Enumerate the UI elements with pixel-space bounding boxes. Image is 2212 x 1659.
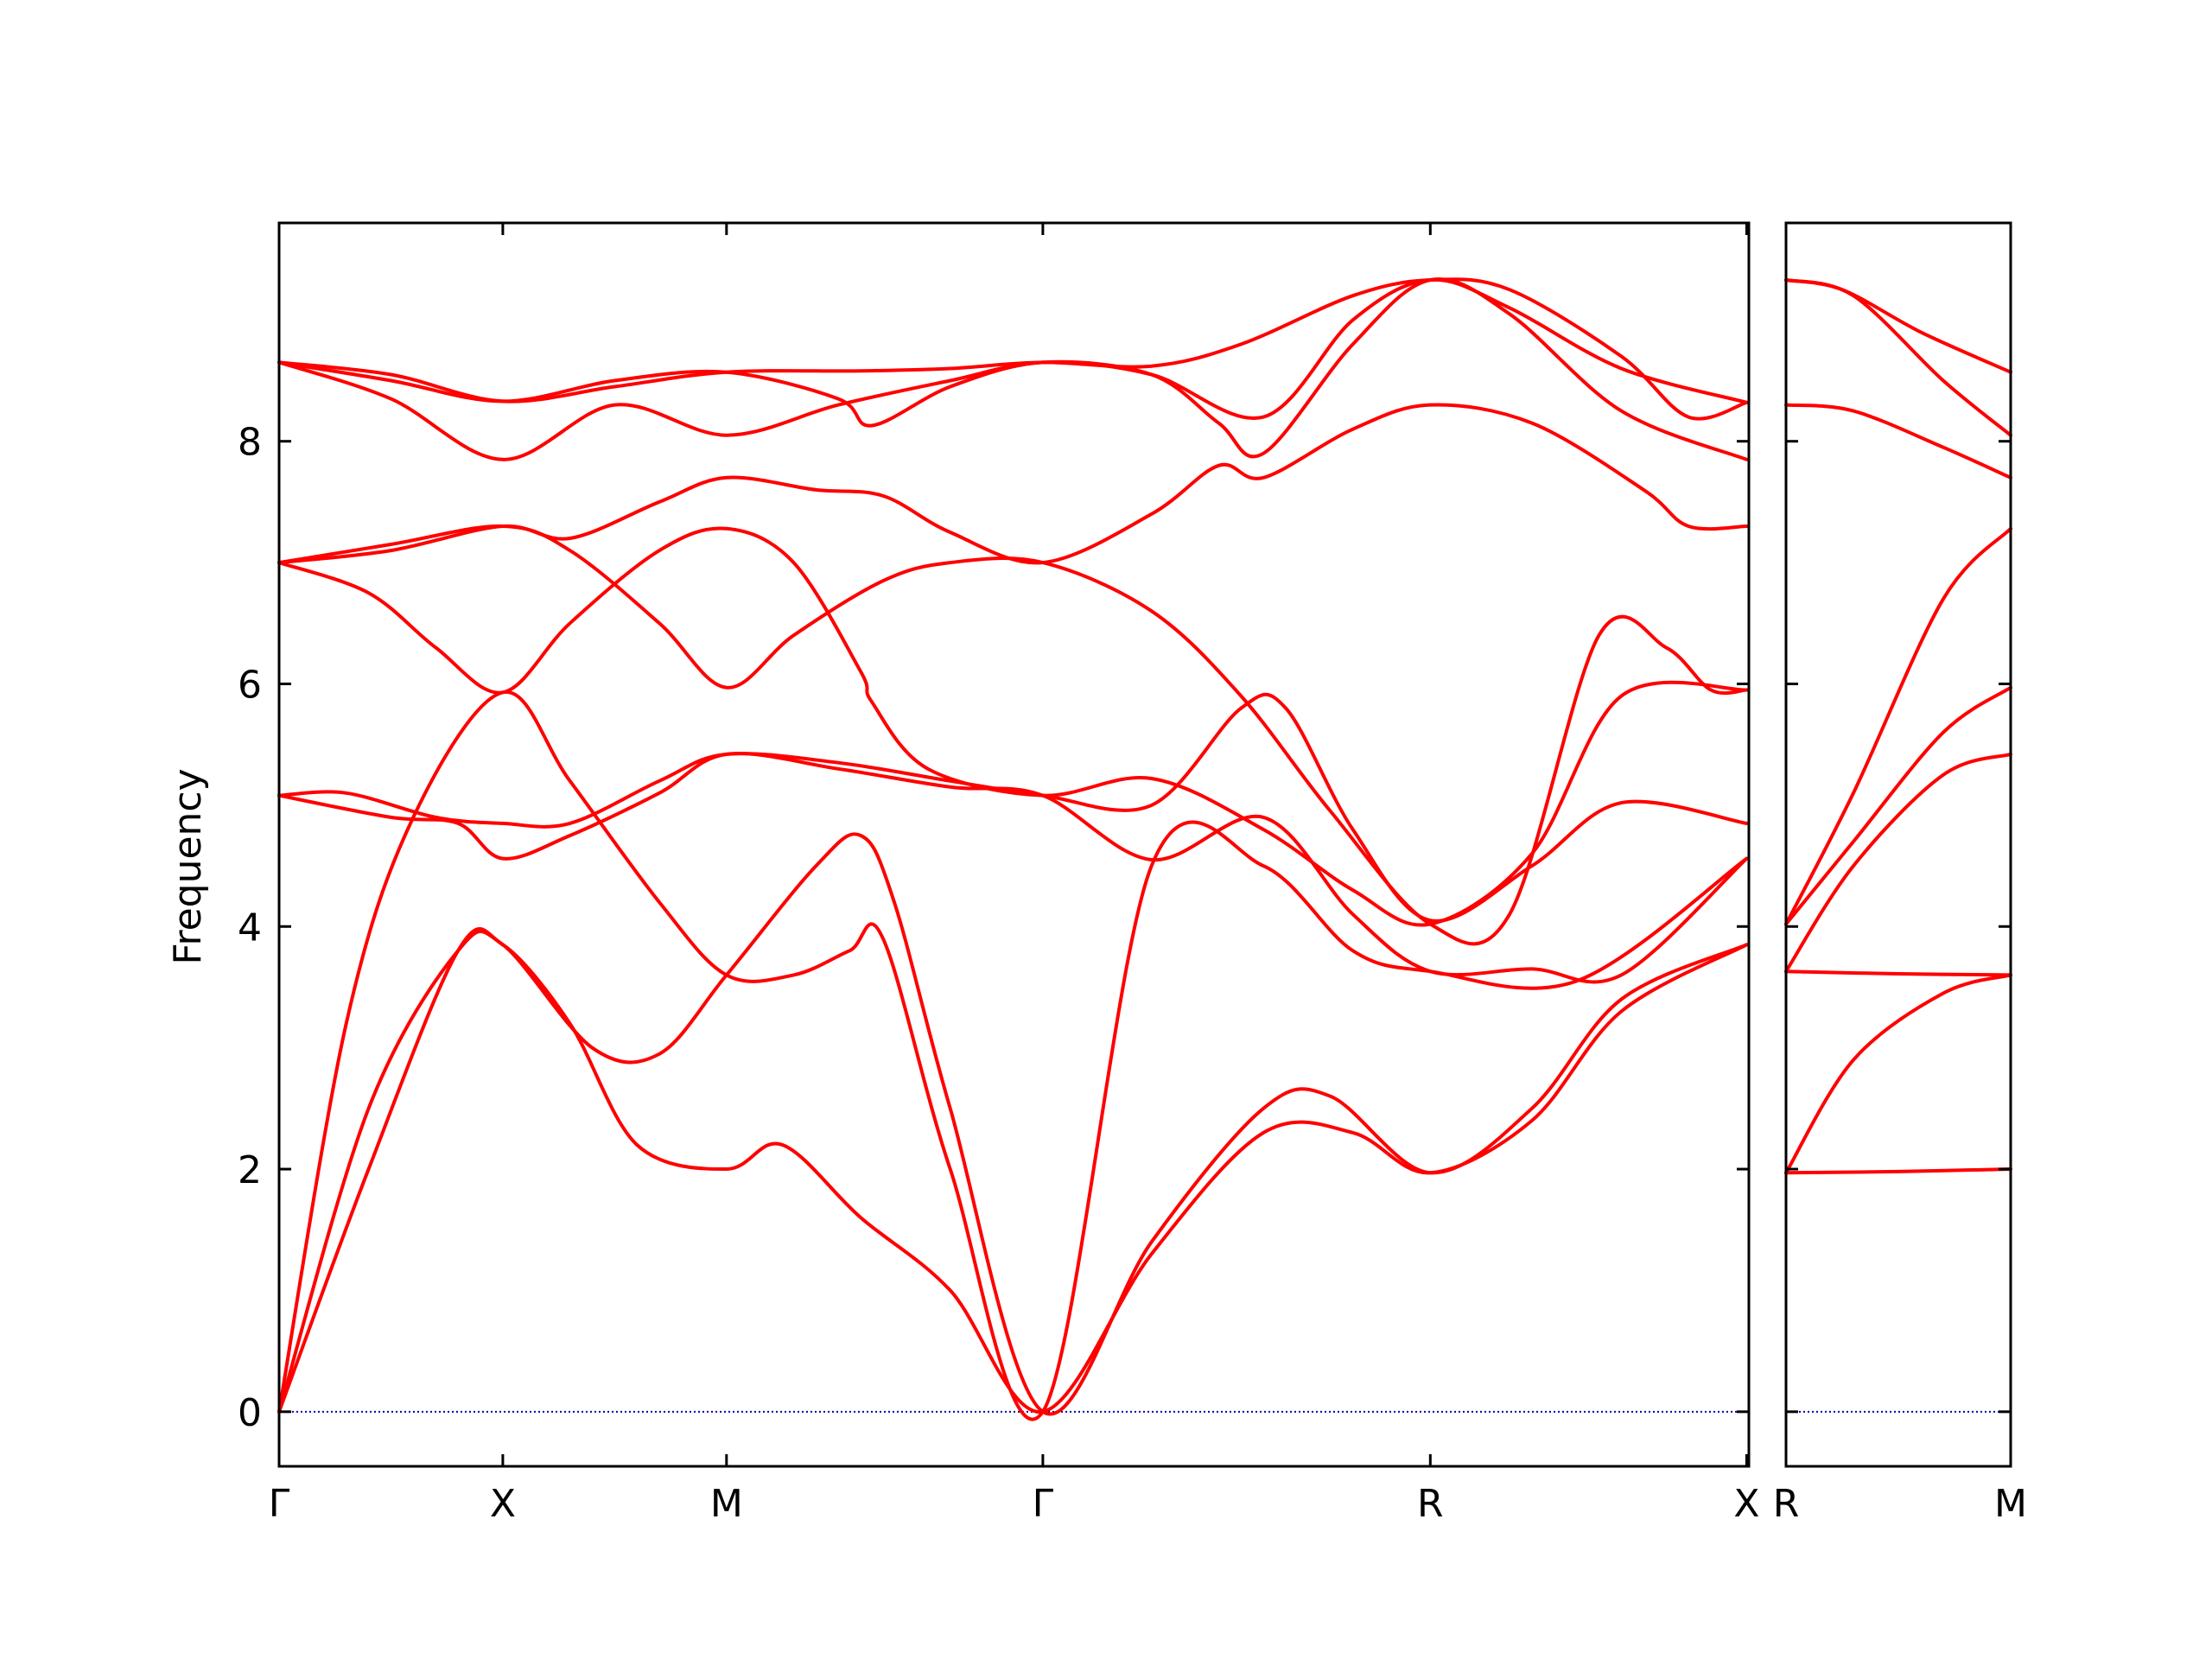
band-side-9 [1784,1167,2012,1175]
ytick-label-1: 2 [238,1148,262,1192]
band-side-4 [1784,526,2012,926]
plot-frames [277,221,2012,1468]
xtick-label-main-0: Γ [269,1482,290,1526]
band-main-5 [277,524,1749,946]
band-side-1 [1784,278,2012,374]
xtick-label-side-1: M [1994,1482,2027,1526]
band-main-2 [277,277,1749,461]
band-main-6 [277,526,1749,927]
band-lines [277,277,2012,1421]
xtick-label-main-2: M [710,1482,743,1526]
ytick-label-3: 6 [238,663,262,707]
xtick-label-side-0: R [1773,1482,1800,1526]
band-main-1 [277,277,1749,461]
axis-ticks [277,223,2012,1466]
band-main-9 [277,690,1749,1421]
band-side-3 [1784,403,2012,480]
ytick-label-2: 4 [238,906,262,950]
frame-side [1784,221,2012,1468]
band-main-3 [277,277,1749,421]
band-side-2 [1784,278,2012,437]
xtick-label-main-3: Γ [1033,1482,1054,1526]
band-main-8 [277,752,1749,984]
band-side-8 [1784,973,2012,1175]
xtick-label-main-5: X [1733,1482,1759,1526]
band-side-7 [1784,969,2012,977]
band-main-4 [277,403,1749,565]
band-side-6 [1784,752,2012,974]
frame-main [277,221,1751,1468]
y-axis-label: Frequency [166,768,210,964]
xtick-label-main-1: X [490,1482,516,1526]
band-side-5 [1784,685,2012,926]
ytick-label-0: 0 [238,1391,262,1435]
band-main-11 [277,927,1749,1414]
ytick-label-4: 8 [238,421,262,465]
band-main-7 [277,692,1749,923]
xtick-label-main-4: R [1417,1482,1444,1526]
